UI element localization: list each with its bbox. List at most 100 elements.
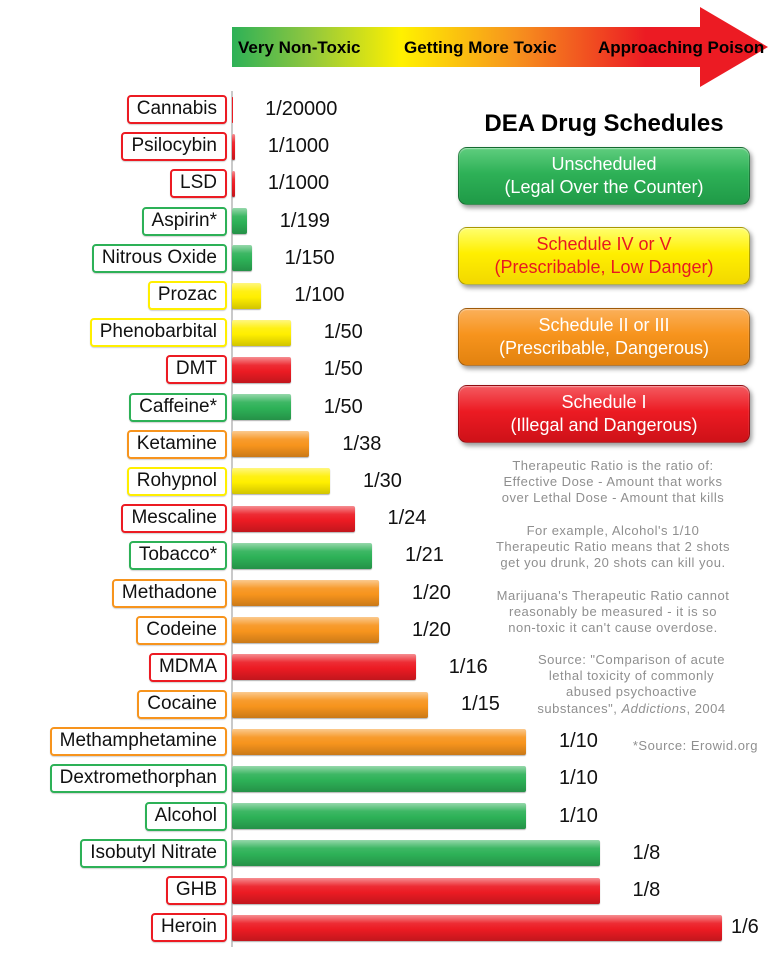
schedule-legend-line2: (Prescribable, Dangerous) — [498, 338, 710, 358]
drug-bar — [232, 654, 416, 681]
schedule-legend-line1: Schedule II or III — [538, 315, 670, 335]
drug-ratio: 1/199 — [279, 209, 330, 232]
drug-label: Tobacco* — [128, 541, 227, 571]
drug-bar-area: 1/38 — [232, 431, 382, 458]
drug-bar-area: 1/6 — [232, 914, 759, 941]
drug-bar-area: 1/1000 — [232, 170, 329, 197]
drug-row: MDMA 1/16 — [0, 649, 771, 686]
drug-label-column: Nitrous Oxide — [0, 243, 227, 273]
drug-bar-area: 1/150 — [232, 245, 335, 272]
drug-ratio: 1/50 — [323, 321, 363, 344]
drug-label: Heroin — [151, 913, 227, 943]
drug-label-column: GHB — [0, 876, 227, 906]
schedule-legend-line2: (Prescribable, Low Danger) — [494, 257, 714, 277]
drug-label: Aspirin* — [141, 206, 227, 236]
drug-row: Codeine 1/20 — [0, 612, 771, 649]
drug-bar-area: 1/199 — [232, 208, 330, 235]
drug-ratio: 1/1000 — [267, 135, 330, 158]
drug-bar — [232, 356, 291, 383]
drug-bar-area: 1/16 — [232, 654, 488, 681]
drug-bar-area: 1/8 — [232, 877, 661, 904]
drug-row: Prozac 1/100 — [0, 277, 771, 314]
drug-ratio: 1/38 — [342, 432, 382, 455]
schedule-legend-box: Schedule IV or V (Prescribable, Low Dang… — [458, 227, 750, 285]
schedule-legend-box: Unscheduled (Legal Over the Counter) — [458, 147, 750, 205]
drug-ratio: 1/6 — [731, 916, 759, 939]
drug-row: Aspirin* 1/199 — [0, 203, 771, 240]
drug-label: DMT — [165, 355, 227, 385]
drug-label: Prozac — [147, 281, 227, 311]
drug-bar-area: 1/8 — [232, 840, 661, 867]
drug-row: Isobutyl Nitrate 1/8 — [0, 835, 771, 872]
drug-row: Dextromethorphan 1/10 — [0, 760, 771, 797]
drug-ratio: 1/10 — [559, 804, 598, 827]
drug-label-column: Aspirin* — [0, 206, 227, 236]
drug-bar-area: 1/50 — [232, 319, 363, 346]
note-paragraph-3: Source: "Comparison of acute lethal toxic… — [537, 652, 726, 716]
drug-bar-area: 1/10 — [232, 765, 598, 792]
drug-bar — [232, 431, 310, 458]
drug-bar-list: Cannabis 1/20000 Psilocybin 1/1000 LSD — [0, 91, 771, 946]
drug-ratio: 1/30 — [363, 469, 402, 492]
drug-row: Mescaline 1/24 — [0, 500, 771, 537]
drug-row: Cannabis 1/20000 — [0, 91, 771, 128]
drug-ratio: 1/50 — [323, 395, 363, 418]
drug-bar — [232, 468, 330, 495]
drug-label: Phenobarbital — [89, 318, 227, 348]
drug-bar-area: 1/21 — [232, 542, 444, 569]
arrow-label-getting-more-toxic: Getting More Toxic — [404, 38, 557, 57]
drug-ratio: 1/50 — [323, 358, 363, 381]
drug-label-column: Alcohol — [0, 801, 227, 831]
drug-ratio: 1/8 — [632, 879, 661, 902]
drug-bar-area: 1/50 — [232, 356, 363, 383]
drug-ratio: 1/21 — [405, 544, 444, 567]
drug-bar — [232, 691, 428, 718]
drug-bar — [232, 245, 252, 272]
drug-row: Rohypnol 1/30 — [0, 463, 771, 500]
note-paragraph-2: Marijuana's Therapeutic Ratio cannot reas… — [496, 588, 730, 636]
drug-label-column: Cocaine — [0, 690, 227, 720]
note-paragraph-1: For example, Alcohol's 1/10 Therapeutic R… — [495, 523, 731, 571]
drug-row: Ketamine 1/38 — [0, 426, 771, 463]
note-paragraph-0: Therapeutic Ratio is the ratio of: Effect… — [501, 458, 725, 506]
drug-bar — [232, 319, 291, 346]
drug-label-column: Tobacco* — [0, 541, 227, 571]
schedule-legend-box: Schedule II or III (Prescribable, Danger… — [458, 308, 750, 366]
drug-label: Cocaine — [137, 690, 227, 720]
drug-ratio: 1/20 — [412, 581, 451, 604]
erowid-source-note: *Source: Erowid.org — [632, 738, 758, 753]
drug-label: Nitrous Oxide — [91, 243, 227, 273]
drug-label-column: Ketamine — [0, 429, 227, 459]
drug-label: Mescaline — [121, 504, 227, 534]
drug-label: Ketamine — [126, 429, 227, 459]
drug-bar-area: 1/100 — [232, 282, 344, 309]
drug-ratio: 1/8 — [632, 841, 661, 864]
drug-bar-area: 1/20000 — [232, 96, 337, 123]
drug-bar-area: 1/50 — [232, 394, 363, 421]
dea-schedules-title: DEA Drug Schedules — [484, 110, 724, 137]
drug-label: Alcohol — [144, 801, 227, 831]
drug-label-column: Methamphetamine — [0, 727, 227, 757]
schedule-legend-line1: Schedule I — [561, 392, 647, 412]
drug-label: Isobutyl Nitrate — [80, 838, 227, 868]
drug-bar — [232, 505, 355, 532]
drug-label-column: Phenobarbital — [0, 318, 227, 348]
drug-label-column: LSD — [0, 169, 227, 199]
drug-label-column: Caffeine* — [0, 392, 227, 422]
drug-label-column: Heroin — [0, 913, 227, 943]
drug-label: GHB — [165, 876, 227, 906]
drug-row: Cocaine 1/15 — [0, 686, 771, 723]
drug-row: Phenobarbital 1/50 — [0, 314, 771, 351]
drug-bar — [232, 208, 247, 235]
toxicity-arrow-head-icon — [700, 7, 768, 87]
drug-bar-area: 1/20 — [232, 617, 451, 644]
drug-label-column: Codeine — [0, 615, 227, 645]
drug-bar — [232, 542, 372, 569]
drug-ratio: 1/15 — [461, 693, 500, 716]
drug-bar — [232, 170, 235, 197]
drug-label-column: Isobutyl Nitrate — [0, 838, 227, 868]
drug-bar-area: 1/10 — [232, 728, 598, 755]
schedule-legend-box: Schedule I (Illegal and Dangerous) — [458, 385, 750, 443]
drug-label: Rohypnol — [126, 466, 227, 496]
